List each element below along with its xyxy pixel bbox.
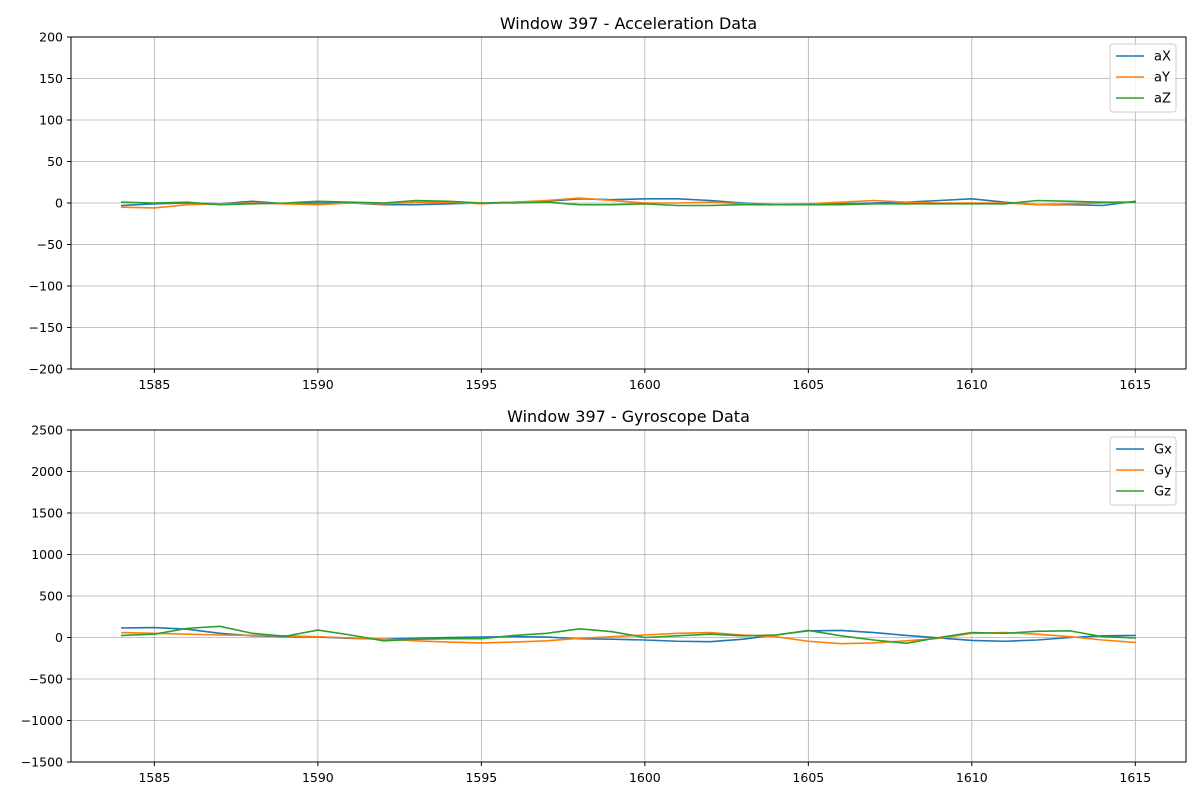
y-tick-label: 1500 bbox=[31, 506, 63, 521]
x-tick-label: 1600 bbox=[629, 770, 661, 785]
x-tick-label: 1585 bbox=[138, 377, 170, 392]
y-tick-label: −100 bbox=[29, 279, 63, 294]
x-tick-label: 1605 bbox=[792, 770, 824, 785]
series-line-aZ bbox=[120, 199, 1137, 207]
y-tick-label: −500 bbox=[29, 672, 63, 687]
y-tick-label: 100 bbox=[39, 113, 63, 128]
y-tick-label: −150 bbox=[29, 320, 63, 335]
y-tick-label: 2500 bbox=[31, 423, 63, 438]
y-tick-label: −1500 bbox=[21, 755, 63, 770]
chart-title: Window 397 - Gyroscope Data bbox=[507, 407, 750, 426]
chart-panel-1: 1585 1590 1595 1600 1605 1610 1615 −200 −150 −100… bbox=[29, 14, 1187, 392]
x-tick-label: 1585 bbox=[138, 770, 170, 785]
x-tick-label: 1605 bbox=[792, 377, 824, 392]
y-tick-label: −1000 bbox=[21, 713, 63, 728]
legend-label-Gy: Gy bbox=[1154, 464, 1172, 479]
x-tick-label: 1595 bbox=[465, 377, 497, 392]
x-tick-label: 1600 bbox=[629, 377, 661, 392]
chart-panel-2: 1585 1590 1595 1600 1605 1610 1615 −1500 −1000 −5… bbox=[21, 407, 1187, 785]
series-line-aY bbox=[120, 197, 1137, 209]
legend-label-aX: aX bbox=[1154, 50, 1171, 65]
y-tick-label: 0 bbox=[55, 630, 63, 645]
legend-box bbox=[1109, 436, 1177, 506]
legend-label-aZ: aZ bbox=[1154, 92, 1171, 107]
series-line-Gz bbox=[120, 625, 1137, 645]
y-tick-label: 50 bbox=[47, 154, 63, 169]
y-tick-label: −200 bbox=[29, 362, 63, 377]
x-tick-label: 1615 bbox=[1119, 770, 1151, 785]
y-tick-label: 200 bbox=[39, 30, 63, 45]
legend: Gx Gy Gz bbox=[1109, 436, 1177, 506]
x-tick-label: 1590 bbox=[302, 377, 334, 392]
legend: aX aY aZ bbox=[1109, 43, 1177, 113]
chart-title: Window 397 - Acceleration Data bbox=[500, 14, 757, 33]
x-tick-label: 1615 bbox=[1119, 377, 1151, 392]
x-tick-label: 1610 bbox=[956, 377, 988, 392]
y-tick-label: 1000 bbox=[31, 547, 63, 562]
y-tick-label: 2000 bbox=[31, 464, 63, 479]
legend-box bbox=[1109, 43, 1177, 113]
x-tick-label: 1595 bbox=[465, 770, 497, 785]
legend-label-Gx: Gx bbox=[1154, 443, 1172, 458]
legend-label-Gz: Gz bbox=[1154, 485, 1171, 500]
x-tick-label: 1590 bbox=[302, 770, 334, 785]
y-tick-label: −50 bbox=[37, 237, 63, 252]
y-tick-label: 0 bbox=[55, 196, 63, 211]
x-tick-label: 1610 bbox=[956, 770, 988, 785]
legend-label-aY: aY bbox=[1154, 71, 1170, 86]
y-tick-label: 500 bbox=[39, 589, 63, 604]
y-tick-label: 150 bbox=[39, 71, 63, 86]
